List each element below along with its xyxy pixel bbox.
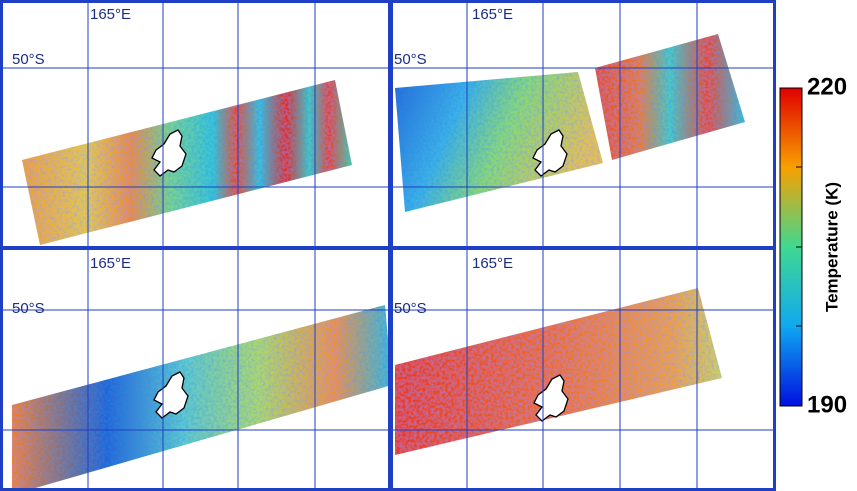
tick-label: 220 xyxy=(807,73,847,100)
lat-label: 50°S xyxy=(394,300,427,317)
swath xyxy=(395,72,603,212)
lat-label: 50°S xyxy=(12,51,45,68)
lon-label: 165°E xyxy=(90,6,131,23)
swath xyxy=(12,305,392,491)
tick-label: 190 xyxy=(807,391,847,418)
swath xyxy=(22,80,352,245)
swath xyxy=(595,34,745,160)
figure: 165°E 50°S 165°E 50°S 165°E 50°S 165°E 50°S 190… xyxy=(0,0,857,491)
lat-label: 50°S xyxy=(12,300,45,317)
lat-label: 50°S xyxy=(394,51,427,68)
lon-label: 165°E xyxy=(472,255,513,272)
lon-label: 165°E xyxy=(472,6,513,23)
colorbar-label: Temperature (K) xyxy=(822,182,841,312)
colorbar: 190 220 Temperature (K) xyxy=(780,73,847,418)
lon-label: 165°E xyxy=(90,255,131,272)
